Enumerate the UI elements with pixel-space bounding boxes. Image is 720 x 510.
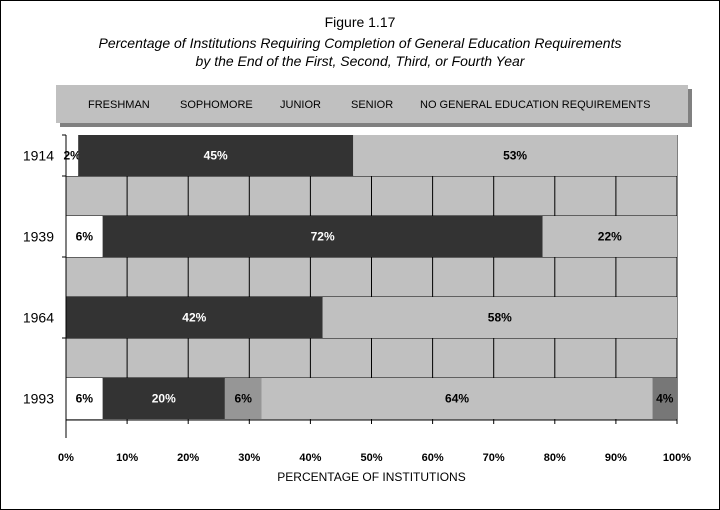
data-label: 22% [598, 230, 622, 244]
category-label: 1914 [23, 148, 54, 164]
bar-freshman-1914 [66, 135, 79, 176]
x-tick-label: 40% [299, 452, 321, 464]
data-label: 58% [488, 311, 512, 325]
data-label: 6% [76, 392, 94, 406]
bar-freshman-1993 [66, 378, 103, 419]
legend-item-senior: SENIOR [351, 99, 394, 111]
x-tick-label: 60% [422, 452, 444, 464]
chart-title: Percentage of Institutions Requiring Com… [98, 35, 622, 51]
bar-sophomore-1914 [78, 135, 354, 176]
x-tick-label: 70% [483, 452, 505, 464]
data-label: 4% [656, 392, 674, 406]
data-label: 6% [235, 392, 253, 406]
x-tick-label: 100% [663, 452, 691, 464]
category-label: 1964 [23, 310, 54, 326]
legend-item-sophomore: SOPHOMORE [180, 99, 253, 111]
bar-no-general-education-requirements-1964 [322, 297, 677, 338]
legend-item-junior: JUNIOR [280, 99, 321, 111]
x-tick-label: 10% [116, 452, 138, 464]
data-label: 72% [311, 230, 335, 244]
figure-label: Figure 1.17 [324, 14, 396, 30]
data-label: 2% [63, 149, 81, 163]
bar-sophomore-1993 [102, 378, 225, 419]
x-tick-label: 90% [605, 452, 627, 464]
bar-sophomore-1964 [66, 297, 323, 338]
bar-junior-1993 [224, 378, 262, 419]
x-tick-label: 80% [544, 452, 566, 464]
bar-senior-1993 [652, 378, 677, 419]
bar-freshman-1939 [66, 216, 103, 257]
data-label: 6% [76, 230, 94, 244]
x-tick-label: 50% [360, 452, 382, 464]
category-label: 1993 [23, 391, 54, 407]
bar-no-general-education-requirements-1914 [353, 135, 677, 176]
x-tick-label: 30% [238, 452, 260, 464]
x-axis-title: PERCENTAGE OF INSTITUTIONS [277, 470, 465, 484]
bar-no-general-education-requirements-1993 [261, 378, 653, 419]
data-label: 64% [445, 392, 469, 406]
legend-item-no-general-education-requirements: NO GENERAL EDUCATION REQUIREMENTS [420, 99, 651, 111]
category-label: 1939 [23, 229, 54, 245]
data-label: 42% [182, 311, 206, 325]
x-tick-label: 0% [58, 452, 74, 464]
data-label: 53% [503, 149, 527, 163]
bar-no-general-education-requirements-1939 [542, 216, 677, 257]
bar-sophomore-1939 [102, 216, 543, 257]
data-label: 45% [204, 149, 228, 163]
chart-subtitle: by the End of the First, Second, Third, … [195, 53, 525, 69]
data-label: 20% [152, 392, 176, 406]
x-tick-label: 20% [177, 452, 199, 464]
legend-item-freshman: FRESHMAN [88, 99, 150, 111]
legend [56, 85, 688, 123]
